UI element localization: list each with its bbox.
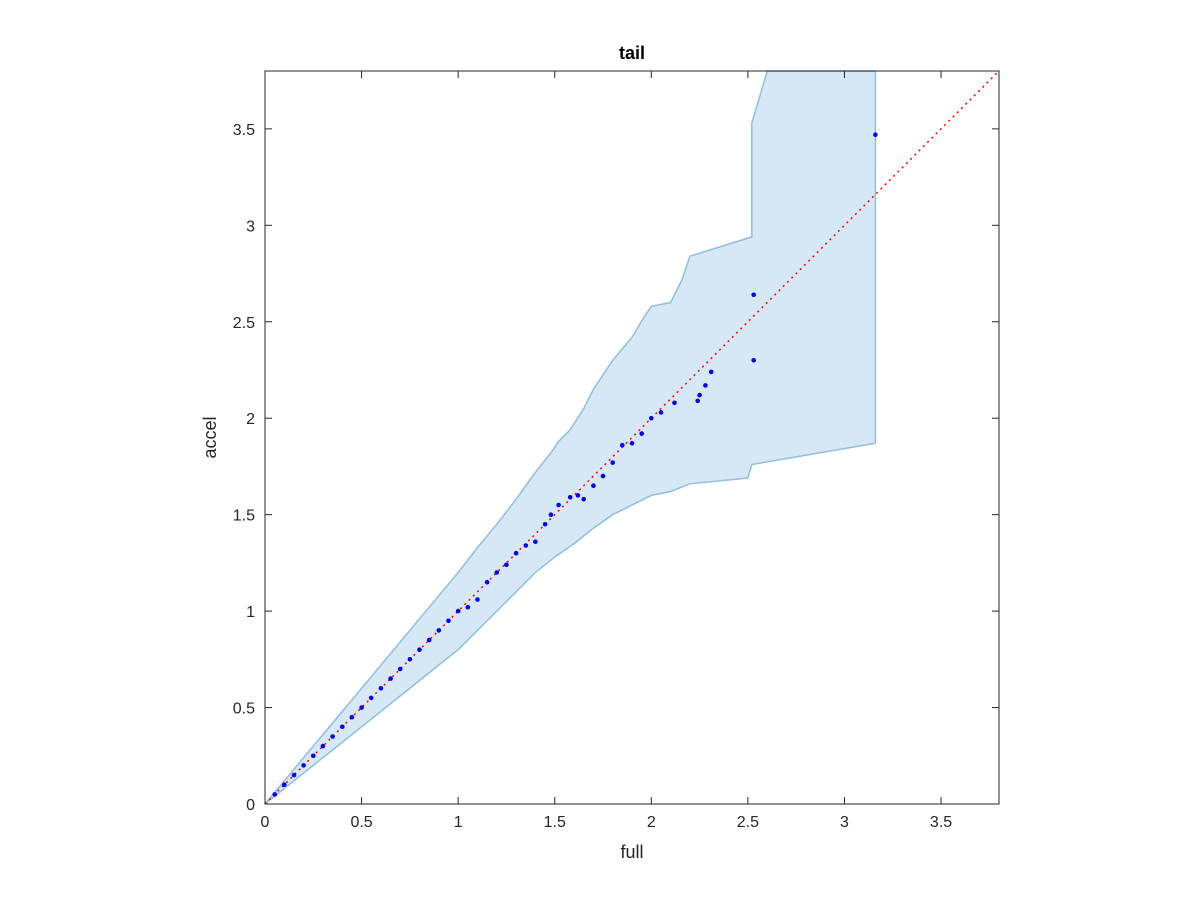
data-point	[548, 512, 554, 517]
data-point	[417, 647, 422, 652]
data-point	[349, 714, 355, 720]
data-point	[504, 562, 509, 568]
x-tick-label: 0	[261, 814, 270, 831]
data-point	[639, 431, 644, 436]
data-point	[388, 676, 393, 681]
data-point	[272, 792, 278, 797]
axes-box	[264, 70, 1000, 805]
data-point	[494, 570, 500, 575]
data-point	[426, 637, 432, 643]
data-points	[272, 132, 878, 797]
data-point	[407, 657, 413, 662]
data-point	[629, 441, 635, 446]
y-tick-label: 1	[246, 604, 255, 621]
y-tick-label: 0	[246, 797, 255, 814]
y-tick-label: 2.5	[233, 315, 255, 332]
y-tick-label: 0.5	[233, 701, 255, 718]
data-point	[610, 460, 615, 465]
data-point	[523, 543, 529, 548]
band-area	[265, 71, 876, 804]
data-point	[591, 483, 596, 489]
data-point	[533, 539, 538, 544]
data-point	[708, 369, 714, 375]
data-point	[581, 496, 586, 502]
reference-line	[264, 70, 1000, 805]
x-axis-label: full	[620, 842, 643, 862]
data-point	[672, 400, 677, 406]
y-tick-label: 1.5	[233, 508, 255, 525]
data-point	[397, 666, 403, 672]
data-point	[282, 782, 287, 787]
data-point	[330, 734, 335, 739]
data-point	[378, 686, 384, 691]
y-tick-label: 3	[246, 218, 255, 235]
x-tick-label: 3	[840, 814, 849, 831]
x-tick-label: 3.5	[930, 814, 952, 831]
data-point	[703, 383, 708, 388]
data-point	[291, 772, 297, 778]
data-point	[359, 705, 364, 710]
reference-line-group	[264, 70, 1000, 805]
data-point	[575, 493, 581, 498]
data-point	[751, 358, 756, 363]
data-point	[340, 724, 345, 730]
data-point	[620, 442, 625, 448]
data-point	[649, 415, 654, 421]
chart-title: tail	[619, 43, 645, 63]
x-tick-label: 2	[647, 814, 656, 831]
x-tick-label: 1	[454, 814, 463, 831]
data-point	[695, 398, 700, 404]
data-point	[556, 502, 561, 508]
data-point	[751, 292, 756, 298]
data-point	[368, 695, 374, 701]
data-point	[446, 618, 451, 624]
data-point	[600, 473, 606, 479]
data-point	[475, 597, 480, 602]
y-tick-label: 3.5	[233, 122, 255, 139]
band-lower-edge	[264, 442, 876, 805]
x-tick-label: 0.5	[350, 814, 372, 831]
data-point	[658, 410, 664, 415]
x-tick-label: 2.5	[737, 814, 759, 831]
data-point	[542, 522, 548, 527]
y-axis-label: accel	[200, 416, 220, 458]
data-point	[567, 495, 573, 500]
data-point	[455, 608, 461, 614]
data-point	[320, 743, 326, 749]
data-point	[697, 392, 702, 398]
data-point	[436, 628, 442, 633]
data-point	[311, 753, 316, 759]
x-tick-label: 1.5	[544, 814, 566, 831]
data-point	[301, 763, 306, 768]
data-point	[513, 550, 519, 556]
band-upper-edge	[264, 70, 876, 805]
confidence-band	[264, 70, 877, 805]
data-point	[873, 132, 878, 137]
y-tick-label: 2	[246, 411, 255, 428]
data-point	[465, 604, 471, 610]
data-point	[484, 579, 490, 585]
axis-ticks: 0 0.5 1 1.5 2 2.5 3 3.5 0 0.5 1 1.5 2 2.5 3 3.5	[233, 71, 999, 831]
